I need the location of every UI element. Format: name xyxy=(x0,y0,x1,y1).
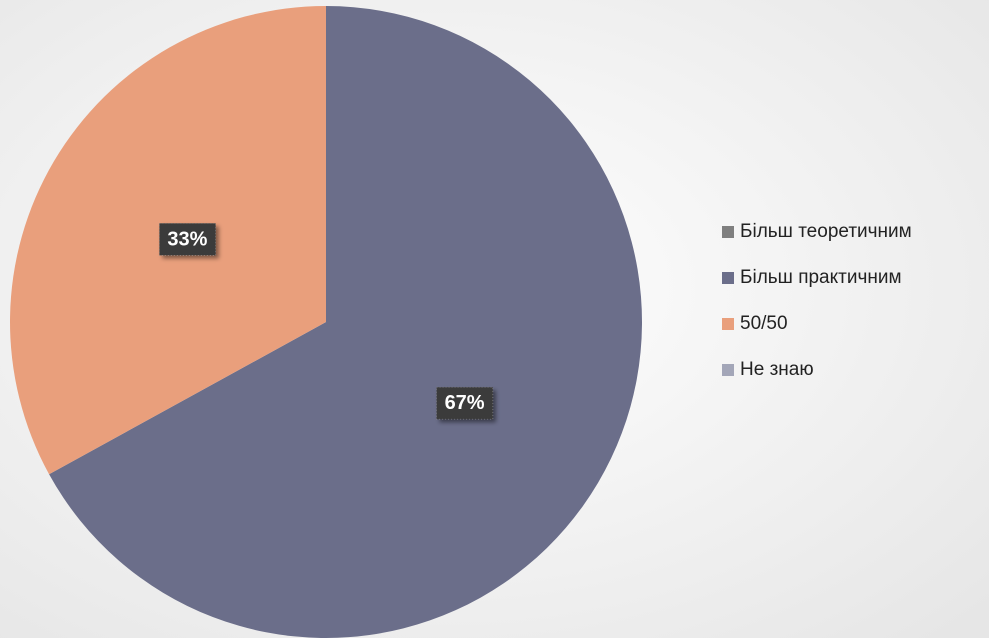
data-label-box xyxy=(436,386,494,420)
legend-swatch xyxy=(722,272,734,284)
data-label-text: 33% xyxy=(167,228,207,250)
legend-label: Більш теоретичним xyxy=(740,221,912,242)
legend-swatch xyxy=(722,226,734,238)
legend-swatch xyxy=(722,364,734,376)
data-label: 67% xyxy=(436,386,494,420)
pie-slice xyxy=(49,6,642,638)
legend-label: 50/50 xyxy=(740,313,788,334)
data-label-text: 67% xyxy=(445,392,485,414)
data-label: 33% xyxy=(159,223,216,256)
legend-swatch xyxy=(722,318,734,330)
legend-label: Не знаю xyxy=(740,359,814,380)
legend-label: Більш практичним xyxy=(740,267,902,288)
data-label-box xyxy=(159,223,216,256)
